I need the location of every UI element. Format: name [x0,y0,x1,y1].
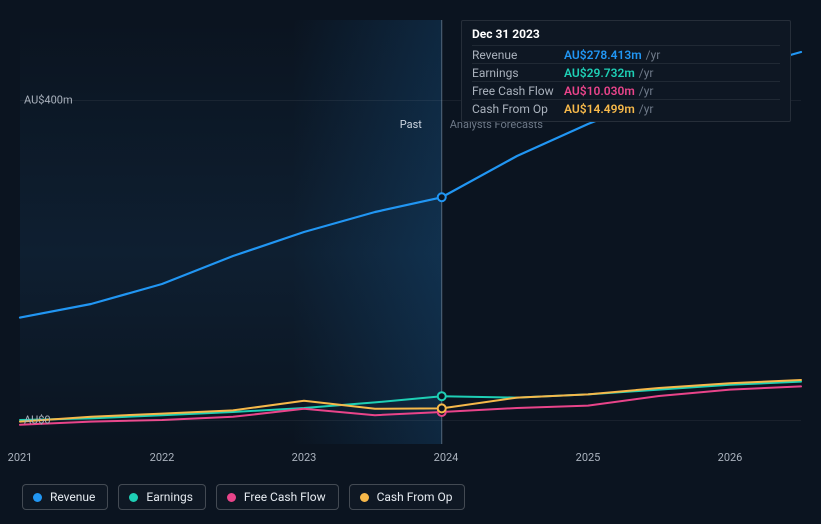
tooltip-row: EarningsAU$29.732m/yr [472,63,780,81]
tooltip-row: Cash From OpAU$14.499m/yr [472,99,780,117]
legend-swatch-icon [360,493,369,502]
x-axis-label: 2025 [576,451,601,464]
y-gridline [20,420,801,421]
tooltip-row-label: Free Cash Flow [472,84,564,98]
tooltip-row-label: Earnings [472,66,564,80]
legend-swatch-icon [227,493,236,502]
legend-item-label: Cash From Op [377,490,453,504]
legend-item-label: Free Cash Flow [244,490,326,504]
x-axis-label: 2024 [434,451,459,464]
tooltip-row-value: AU$10.030m [564,84,635,98]
legend-item-label: Revenue [50,490,95,504]
tooltip-row-unit: /yr [639,102,654,116]
y-axis-label: AU$0 [24,414,51,427]
x-axis-label: 2023 [292,451,317,464]
x-axis-label: 2021 [8,451,33,464]
tooltip-row-unit: /yr [646,48,661,62]
legend-item-earnings[interactable]: Earnings [118,484,206,510]
legend-swatch-icon [129,493,138,502]
x-axis-label: 2026 [718,451,743,464]
legend-item-fcf[interactable]: Free Cash Flow [216,484,339,510]
tooltip-row-value: AU$14.499m [564,102,635,116]
legend-item-revenue[interactable]: Revenue [22,484,108,510]
tooltip-date: Dec 31 2023 [472,27,780,41]
tooltip-row-unit: /yr [639,66,654,80]
legend-swatch-icon [33,493,42,502]
tooltip-row-unit: /yr [639,84,654,98]
tooltip-row-label: Cash From Op [472,102,564,116]
hover-tooltip: Dec 31 2023 RevenueAU$278.413m/yrEarning… [461,20,791,122]
tooltip-row-value: AU$278.413m [564,48,642,62]
legend-item-cfo[interactable]: Cash From Op [349,484,466,510]
legend: Revenue Earnings Free Cash Flow Cash From O… [22,484,465,510]
financials-forecast-chart: AU$0 AU$400m 2021 2022 2023 2024 2025 2026 Past A… [0,0,821,524]
x-axis-label: 2022 [150,451,175,464]
past-label: Past [400,118,422,131]
y-axis-label: AU$400m [24,94,73,107]
tooltip-row-label: Revenue [472,48,564,62]
tooltip-row-value: AU$29.732m [564,66,635,80]
legend-item-label: Earnings [146,490,193,504]
tooltip-row: RevenueAU$278.413m/yr [472,45,780,63]
tooltip-row: Free Cash FlowAU$10.030m/yr [472,81,780,99]
